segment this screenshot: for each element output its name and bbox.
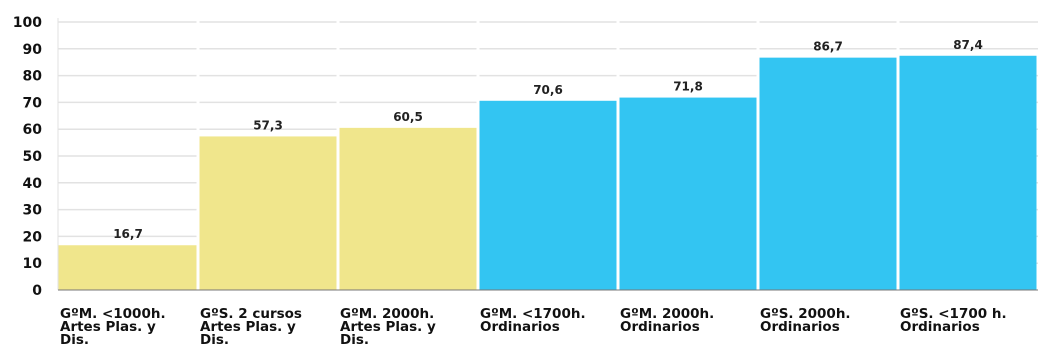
y-tick-label: 40 — [23, 176, 43, 192]
x-tick-label: Artes Plas. y — [340, 319, 436, 335]
x-tick-label: Dis. — [200, 332, 229, 348]
bars — [58, 55, 1037, 291]
x-tick-label: GºS. <1700 h. — [900, 306, 1007, 322]
bar — [339, 127, 477, 290]
x-tick-label: Dis. — [340, 332, 369, 348]
bar — [58, 245, 197, 290]
value-labels: 16,7 57,3 60,5 70,6 71,8 86,7 87,4 — [113, 38, 983, 241]
bar-separators — [196, 18, 900, 290]
y-tick-label: 60 — [23, 122, 43, 138]
data-label: 87,4 — [953, 38, 983, 52]
y-tick-label: 50 — [23, 149, 43, 165]
y-tick-label: 90 — [23, 42, 43, 58]
data-label: 71,8 — [673, 80, 703, 94]
data-label: 57,3 — [253, 118, 283, 132]
x-tick-label: Ordinarios — [900, 319, 980, 335]
x-tick-label: GºS. 2 cursos — [200, 306, 302, 322]
x-tick-label: GºM. 2000h. — [620, 306, 714, 322]
x-tick-label: Ordinarios — [620, 319, 700, 335]
x-tick-label: Ordinarios — [760, 319, 840, 335]
data-label: 70,6 — [533, 83, 563, 97]
y-tick-label: 0 — [32, 283, 42, 299]
x-tick-label: GºS. 2000h. — [760, 306, 851, 322]
data-label: 16,7 — [113, 227, 143, 241]
x-tick-label: GºM. 2000h. — [340, 306, 434, 322]
y-tick-label: 70 — [23, 95, 43, 111]
data-label: 86,7 — [813, 40, 843, 54]
bar — [199, 136, 337, 290]
y-tick-label: 100 — [13, 15, 42, 31]
x-tick-label: GºM. <1700h. — [480, 306, 586, 322]
y-tick-label: 30 — [23, 203, 43, 219]
y-tick-label: 20 — [23, 229, 43, 245]
x-tick-label: GºM. <1000h. — [60, 306, 166, 322]
bar — [759, 57, 897, 291]
bar — [899, 55, 1037, 290]
x-tick-label: Artes Plas. y — [60, 319, 156, 335]
y-tick-label: 80 — [23, 69, 43, 85]
y-axis: 0 10 20 30 40 50 60 70 80 90 100 — [13, 15, 59, 299]
bar — [479, 100, 617, 291]
x-tick-label: Artes Plas. y — [200, 319, 296, 335]
y-tick-label: 10 — [23, 256, 43, 272]
data-label: 60,5 — [393, 110, 423, 124]
x-tick-label: Ordinarios — [480, 319, 560, 335]
x-tick-label: Dis. — [60, 332, 89, 348]
bar — [619, 97, 757, 291]
